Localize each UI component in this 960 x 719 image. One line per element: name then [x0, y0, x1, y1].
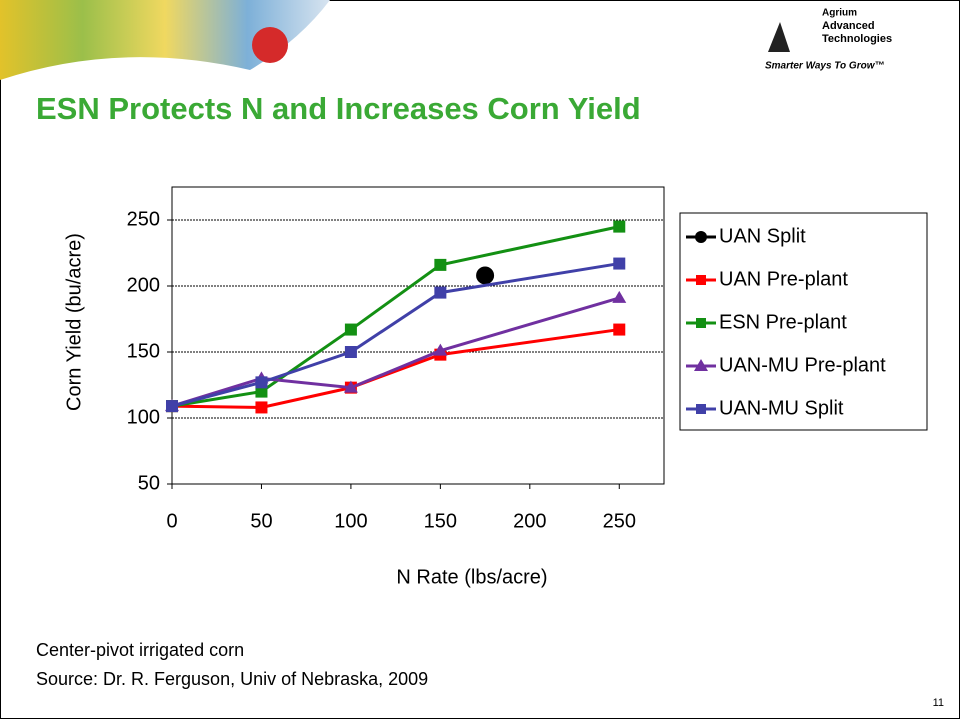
legend-label: UAN-MU Pre-plant — [719, 354, 886, 376]
x-axis-label: N Rate (lbs/acre) — [396, 566, 547, 588]
logo-mark — [768, 22, 790, 52]
legend-label: UAN Split — [719, 225, 806, 247]
logo-text: Technologies — [822, 33, 892, 45]
x-tick-label: 100 — [334, 510, 367, 532]
y-tick-label: 50 — [138, 472, 160, 494]
strawberry-icon — [252, 27, 288, 63]
marker — [433, 343, 448, 356]
legend-marker — [696, 275, 706, 285]
x-tick-label: 150 — [424, 510, 457, 532]
logo-tagline: Smarter Ways To Grow™ — [765, 61, 884, 72]
marker — [255, 385, 268, 398]
y-tick-label: 150 — [127, 340, 160, 362]
legend-label: UAN-MU Split — [719, 397, 844, 419]
marker — [344, 323, 357, 336]
marker — [434, 286, 447, 299]
marker — [613, 220, 626, 233]
marker — [344, 346, 357, 358]
logo-text: Agrium — [822, 8, 857, 19]
x-tick-label: 0 — [166, 510, 177, 532]
y-tick-label: 200 — [127, 274, 160, 296]
marker — [613, 323, 626, 336]
header-banner — [0, 0, 330, 80]
marker — [166, 400, 178, 413]
note: Center-pivot irrigated corn — [36, 640, 244, 660]
x-tick-label: 50 — [250, 510, 272, 532]
legend-marker — [696, 318, 706, 328]
legend-marker — [695, 231, 707, 243]
marker — [476, 266, 495, 285]
y-axis-label: Corn Yield (bu/acre) — [63, 233, 85, 411]
marker — [255, 401, 268, 414]
marker — [255, 376, 268, 389]
legend-label: UAN Pre-plant — [719, 268, 848, 290]
x-tick-label: 200 — [513, 510, 546, 532]
legend — [679, 212, 928, 431]
note: Source: Dr. R. Ferguson, Univ of Nebrask… — [36, 669, 428, 689]
slide-title: ESN Protects N and Increases Corn Yield — [36, 91, 641, 126]
marker — [343, 380, 358, 393]
marker — [613, 257, 626, 270]
marker — [434, 258, 447, 271]
marker — [612, 290, 627, 303]
x-tick-label: 250 — [603, 510, 636, 532]
y-tick-label: 250 — [127, 208, 160, 230]
legend-label: ESN Pre-plant — [719, 311, 847, 333]
legend-marker — [696, 404, 706, 414]
logo-text: Advanced — [822, 20, 875, 32]
legend-marker — [694, 359, 708, 371]
y-tick-label: 100 — [127, 406, 160, 428]
page-number: 11 — [933, 697, 944, 709]
